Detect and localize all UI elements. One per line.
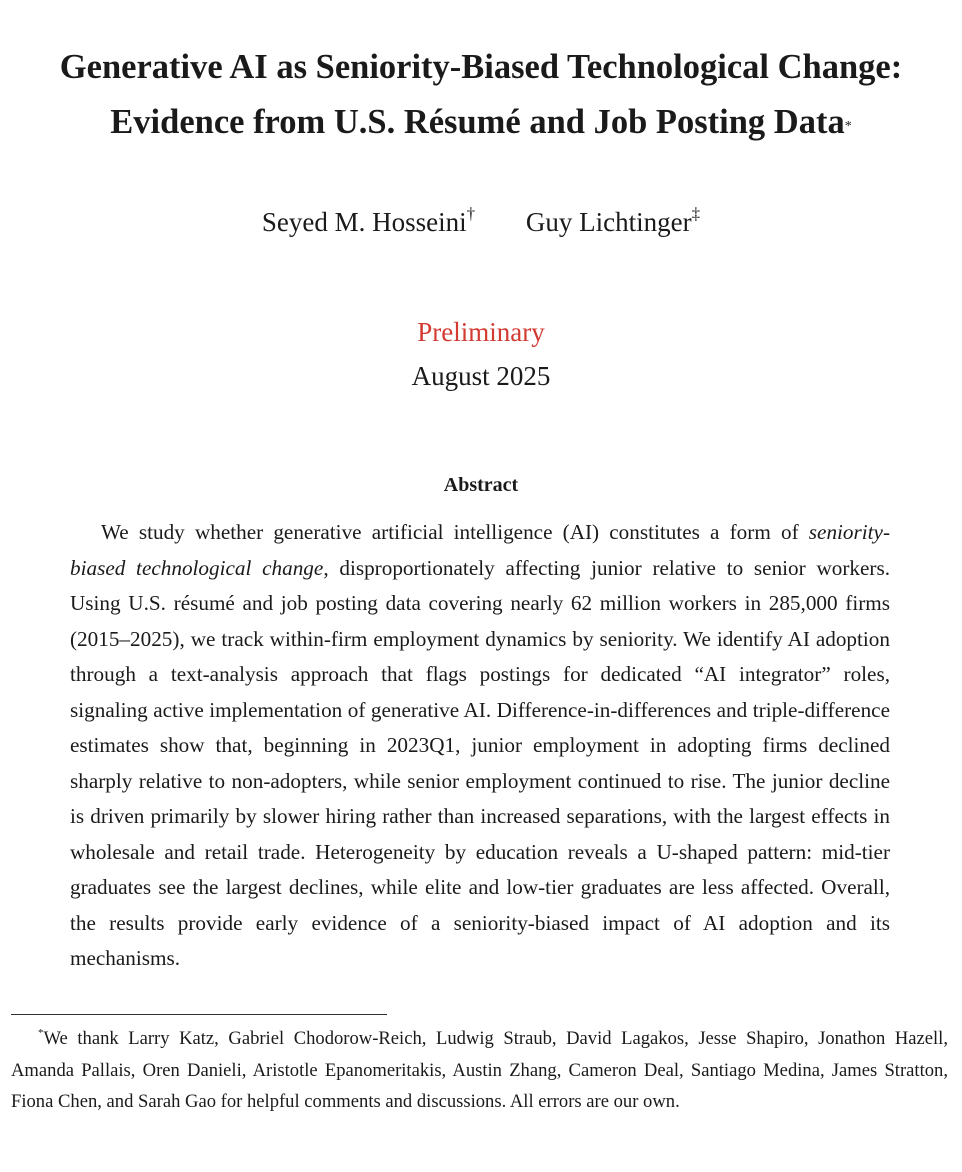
- abstract-text-part-2: , disproportionately affecting junior re…: [70, 555, 890, 971]
- footnote-mark: *: [38, 1027, 44, 1039]
- author-name: Seyed M. Hosseini: [261, 207, 467, 237]
- author-name: Guy Lichtinger: [525, 207, 692, 237]
- author-footnote-mark: ‡: [691, 204, 701, 223]
- abstract-heading: Abstract: [443, 474, 519, 496]
- title-line-1: Generative AI as Seniority-Biased Techno…: [59, 48, 903, 86]
- draft-status: Preliminary: [417, 317, 545, 347]
- footnote-text: We thank Larry Katz, Gabriel Chodorow-Re…: [11, 1028, 948, 1113]
- footnote: *We thank Larry Katz, Gabriel Chodorow-R…: [11, 1019, 948, 1118]
- publication-date: August 2025: [411, 361, 551, 391]
- abstract-text-part-1: We study whether generative artificial i…: [101, 520, 809, 544]
- footnote-divider: [11, 1014, 387, 1015]
- title-line-2: Evidence from U.S. Résumé and Job Postin…: [110, 103, 845, 141]
- paper-title: Generative AI as Seniority-Biased Techno…: [0, 40, 962, 150]
- abstract-emphasis: seniority-biased technological change: [70, 520, 890, 580]
- abstract-text: We study whether generative artificial i…: [70, 515, 890, 977]
- title-footnote-mark: *: [844, 119, 852, 134]
- author-footnote-mark: †: [466, 204, 476, 223]
- author-2: Guy Lichtinger‡: [526, 196, 700, 242]
- author-1: Seyed M. Hosseini†: [262, 196, 475, 242]
- author-list: Seyed M. Hosseini† Guy Lichtinger‡: [0, 196, 962, 242]
